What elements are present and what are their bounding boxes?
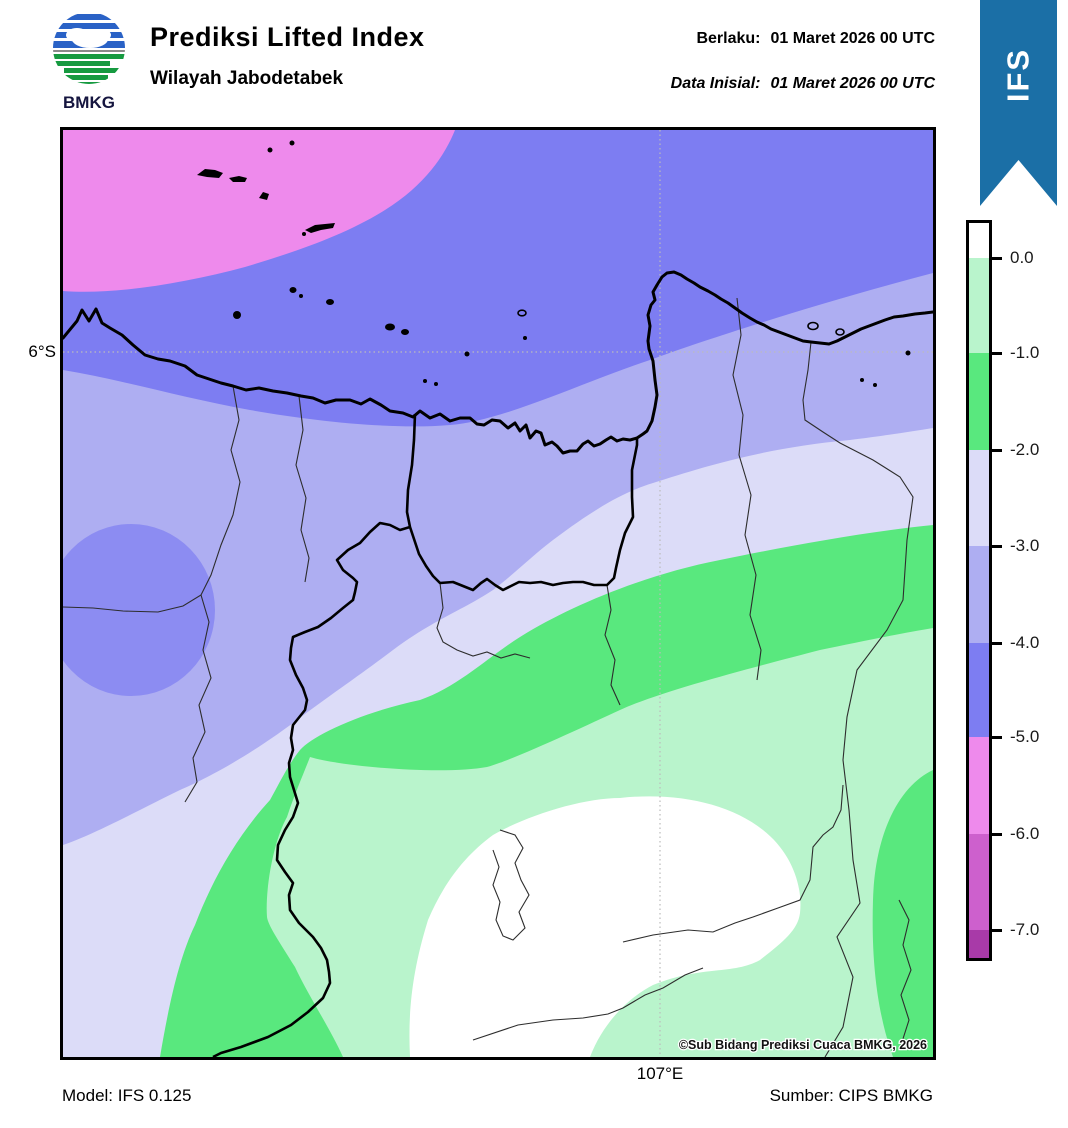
- colorbar-segment: [969, 930, 989, 958]
- valid-time: Berlaku: 01 Maret 2026 00 UTC: [696, 30, 935, 48]
- colorbar-segment: [969, 258, 989, 353]
- band-li-m5-m6: [63, 130, 455, 292]
- source-info: Sumber: CIPS BMKG: [769, 1086, 933, 1105]
- colorbar-tick: [992, 641, 1002, 645]
- colorbar-tick-label: -7.0: [1010, 920, 1040, 939]
- colorbar-segment: [969, 450, 989, 546]
- page-subtitle: Wilayah Jabodetabek: [150, 68, 344, 89]
- colorbar-segment: [969, 834, 989, 930]
- colorbar-segment: [969, 643, 989, 737]
- colorbar-tick-label: -3.0: [1010, 536, 1040, 555]
- coastline: [63, 270, 933, 455]
- colorbar-tick-label: -2.0: [1010, 440, 1040, 459]
- init-time: Data Inisial: 01 Maret 2026 00 UTC: [671, 75, 935, 93]
- colorbar-segment: [969, 546, 989, 643]
- jakarta-boundary: [405, 413, 639, 592]
- model-info: Model: IFS 0.125: [62, 1086, 192, 1105]
- init-time-value: 01 Maret 2026 00 UTC: [770, 75, 935, 92]
- island-rings: [517, 309, 845, 336]
- ribbon-label: IFS: [1000, 47, 1036, 103]
- valid-time-label: Berlaku:: [696, 30, 761, 47]
- colorbar-segments: [966, 220, 992, 961]
- colorbar-segment: [969, 353, 989, 450]
- colorbar-tick: [992, 832, 1002, 836]
- pocket-li-m4: [63, 524, 215, 696]
- gridlines: [63, 130, 933, 1057]
- init-time-label: Data Inisial:: [670, 75, 761, 92]
- latitude-label: 6°S: [28, 342, 56, 361]
- longitude-label: 107°E: [636, 1064, 684, 1083]
- valid-time-value: 01 Maret 2026 00 UTC: [770, 30, 935, 47]
- model-ribbon: IFS: [980, 0, 1057, 208]
- colorbar-segment: [969, 737, 989, 834]
- colorbar-tick: [992, 256, 1002, 260]
- bmkg-logo: BMKG: [50, 8, 128, 112]
- map-canvas: ©Sub Bidang Prediksi Cuaca BMKG, 2026: [63, 130, 933, 1057]
- map-copyright: ©Sub Bidang Prediksi Cuaca BMKG, 2026: [679, 1038, 927, 1052]
- islands: [197, 140, 911, 387]
- colorbar-tick-label: -5.0: [1010, 727, 1040, 746]
- colorbar-segment: [969, 223, 989, 258]
- pocket-li-positive: [409, 796, 801, 1057]
- colorbar-tick: [992, 351, 1002, 355]
- page-title: Prediksi Lifted Index: [150, 22, 425, 52]
- colorbar-tick-label: 0.0: [1010, 248, 1034, 267]
- colorbar-tick-label: -6.0: [1010, 824, 1040, 843]
- bmkg-logo-text: BMKG: [63, 93, 115, 112]
- district-boundaries: [63, 297, 914, 1057]
- colorbar-tick-label: -4.0: [1010, 633, 1040, 652]
- ribbon-banner-icon: [980, 0, 1057, 206]
- forecast-map: ©Sub Bidang Prediksi Cuaca BMKG, 2026: [60, 127, 936, 1060]
- colorbar-tick: [992, 544, 1002, 548]
- colorbar-tick: [992, 735, 1002, 739]
- colorbar-tick-label: -1.0: [1010, 343, 1040, 362]
- colorbar: 0.0 -1.0 -2.0 -3.0 -4.0 -5.0 -6.0 -7.0: [966, 220, 1066, 965]
- province-boundary-west: [212, 521, 411, 1057]
- colorbar-tick: [992, 928, 1002, 932]
- strip-li-m1-m2-east: [872, 770, 933, 1057]
- bmkg-logo-icon: BMKG: [53, 12, 125, 112]
- province-boundaries: [212, 413, 639, 1057]
- colorbar-tick: [992, 448, 1002, 452]
